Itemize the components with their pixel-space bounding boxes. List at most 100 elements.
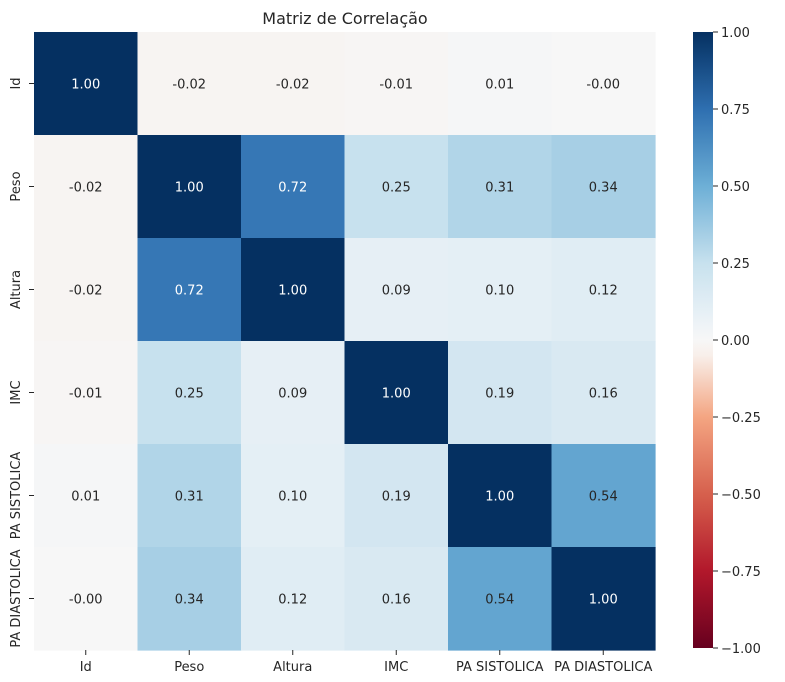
heatmap-cell: [241, 444, 346, 548]
heatmap-cell: [34, 444, 139, 548]
heatmap-cell: [34, 341, 139, 445]
heatmap-cell: [34, 135, 139, 239]
colorbar-gradient: [693, 32, 713, 648]
cell-value-label: 0.10: [278, 490, 307, 505]
cell-value-label: -0.02: [69, 181, 103, 196]
heatmap-cell: [137, 444, 242, 548]
cell-value-label: 0.10: [485, 284, 514, 299]
heatmap-cell: [241, 341, 346, 445]
cell-value-label: 0.09: [382, 284, 411, 299]
heatmap-cell: [34, 238, 139, 342]
heatmap-cell: [448, 547, 553, 651]
cell-value-label: 0.31: [485, 181, 514, 196]
heatmap-cell: [137, 32, 242, 136]
heatmap-cell: [448, 444, 553, 548]
y-axis: Id Peso Altura IMC PA SISTOLICA PA DIASTOLICA: [9, 77, 34, 648]
chart-title: Matriz de Correlação: [262, 9, 427, 28]
y-tick-label: PA DIASTOLICA: [9, 549, 24, 647]
heatmap-cell: [344, 135, 449, 239]
y-tick-label: PA SISTOLICA: [9, 452, 24, 540]
heatmap-cell: [448, 238, 553, 342]
cell-value-label: 0.09: [278, 387, 307, 402]
cell-value-label: 0.31: [175, 490, 204, 505]
colorbar-tick-label: −0.50: [721, 488, 761, 503]
x-tick-label: Altura: [273, 660, 312, 675]
colorbar: 1.00 0.75 0.50 0.25 0.00 −0.25 −0.50 −0.75 −1.00: [693, 26, 761, 657]
cell-value-label: 0.34: [175, 593, 204, 608]
colorbar-tick-label: −1.00: [721, 642, 761, 657]
heatmap-cell: [551, 341, 656, 445]
heatmap-cell: [137, 135, 242, 239]
y-tick-label: Id: [9, 77, 24, 89]
x-tick-label: PA SISTOLICA: [456, 660, 544, 675]
cell-value-label: 0.01: [71, 490, 100, 505]
heatmap-cell-labels: 1.00 -0.02 -0.02 -0.01 0.01 -0.00 -0.02 1.00 0.7…: [69, 78, 620, 608]
cell-value-label: 0.54: [589, 490, 618, 505]
cell-value-label: 0.16: [382, 593, 411, 608]
cell-value-label: 0.19: [485, 387, 514, 402]
x-tick-label: Peso: [174, 660, 204, 675]
heatmap-cell: [137, 341, 242, 445]
cell-value-label: -0.01: [379, 78, 413, 93]
x-tick-label: IMC: [384, 660, 408, 675]
cell-value-label: 1.00: [589, 593, 618, 608]
cell-value-label: 0.12: [589, 284, 618, 299]
colorbar-tick-label: 0.50: [721, 180, 750, 195]
heatmap-cell: [344, 547, 449, 651]
heatmap-cell: [137, 547, 242, 651]
cell-value-label: -0.02: [69, 284, 103, 299]
cell-value-label: -0.02: [276, 78, 310, 93]
colorbar-tick-label: 0.75: [721, 103, 750, 118]
cell-value-label: 1.00: [71, 78, 100, 93]
cell-value-label: 0.25: [382, 181, 411, 196]
heatmap-cell: [551, 32, 656, 136]
cell-value-label: 0.72: [278, 181, 307, 196]
y-tick-label: Altura: [9, 270, 24, 309]
heatmap-cell: [241, 135, 346, 239]
x-tick-label: Id: [80, 660, 92, 675]
colorbar-tick-label: −0.75: [721, 565, 761, 580]
cell-value-label: 1.00: [278, 284, 307, 299]
heatmap-cell: [137, 238, 242, 342]
heatmap-cells: [34, 32, 656, 651]
heatmap-cell: [344, 238, 449, 342]
cell-value-label: 0.12: [278, 593, 307, 608]
heatmap-cell: [551, 547, 656, 651]
heatmap-cell: [344, 341, 449, 445]
heatmap-cell: [344, 32, 449, 136]
cell-value-label: 1.00: [175, 181, 204, 196]
heatmap-cell: [241, 547, 346, 651]
heatmap-cell: [241, 238, 346, 342]
y-tick-label: Peso: [9, 171, 24, 201]
heatmap-cell: [241, 32, 346, 136]
y-tick-label: IMC: [9, 380, 24, 404]
cell-value-label: 0.19: [382, 490, 411, 505]
cell-value-label: -0.02: [172, 78, 206, 93]
x-axis: Id Peso Altura IMC PA SISTOLICA PA DIASTOLICA: [80, 650, 652, 675]
heatmap-cell: [34, 32, 139, 136]
heatmap-cell: [448, 135, 553, 239]
colorbar-tick-label: 0.00: [721, 334, 750, 349]
heatmap-cell: [551, 135, 656, 239]
heatmap-cell: [344, 444, 449, 548]
cell-value-label: 1.00: [382, 387, 411, 402]
colorbar-tick-label: −0.25: [721, 411, 761, 426]
heatmap-cell: [448, 341, 553, 445]
cell-value-label: 0.54: [485, 593, 514, 608]
heatmap-cell: [551, 238, 656, 342]
cell-value-label: -0.00: [586, 78, 620, 93]
colorbar-tick-label: 0.25: [721, 257, 750, 272]
cell-value-label: -0.01: [69, 387, 103, 402]
cell-value-label: 0.72: [175, 284, 204, 299]
cell-value-label: 0.25: [175, 387, 204, 402]
cell-value-label: 0.34: [589, 181, 618, 196]
cell-value-label: 1.00: [485, 490, 514, 505]
heatmap-cell: [34, 547, 139, 651]
x-tick-label: PA DIASTOLICA: [554, 660, 652, 675]
heatmap-cell: [448, 32, 553, 136]
cell-value-label: -0.00: [69, 593, 103, 608]
heatmap-cell: [551, 444, 656, 548]
cell-value-label: 0.16: [589, 387, 618, 402]
cell-value-label: 0.01: [485, 78, 514, 93]
